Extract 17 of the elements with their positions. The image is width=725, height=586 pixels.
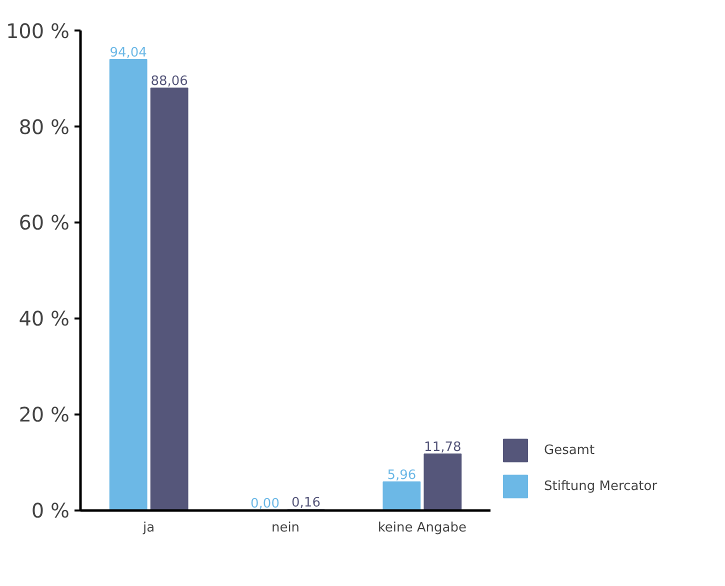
y-tick-label: 60 % xyxy=(18,210,70,235)
x-tick-label: ja xyxy=(142,520,155,536)
data-label: 94,04 xyxy=(110,45,147,60)
x-tick-label: nein xyxy=(271,520,300,536)
legend-label: Gesamt xyxy=(544,442,595,458)
y-tick-label: 20 % xyxy=(18,402,70,427)
legend-label: Stiftung Mercator xyxy=(544,478,658,494)
y-tick-label: 0 % xyxy=(31,498,70,522)
y-tick-label: 40 % xyxy=(18,306,70,331)
data-label: 0,16 xyxy=(292,496,320,511)
x-tick-label: keine Angabe xyxy=(378,520,466,536)
data-label: 0,00 xyxy=(250,496,280,512)
data-label: 11,78 xyxy=(424,440,462,455)
data-label: 88,06 xyxy=(150,74,188,90)
data-label: 5,96 xyxy=(387,468,416,483)
y-tick-label: 80 % xyxy=(18,114,70,139)
y-tick-label: 100 % xyxy=(6,18,70,43)
